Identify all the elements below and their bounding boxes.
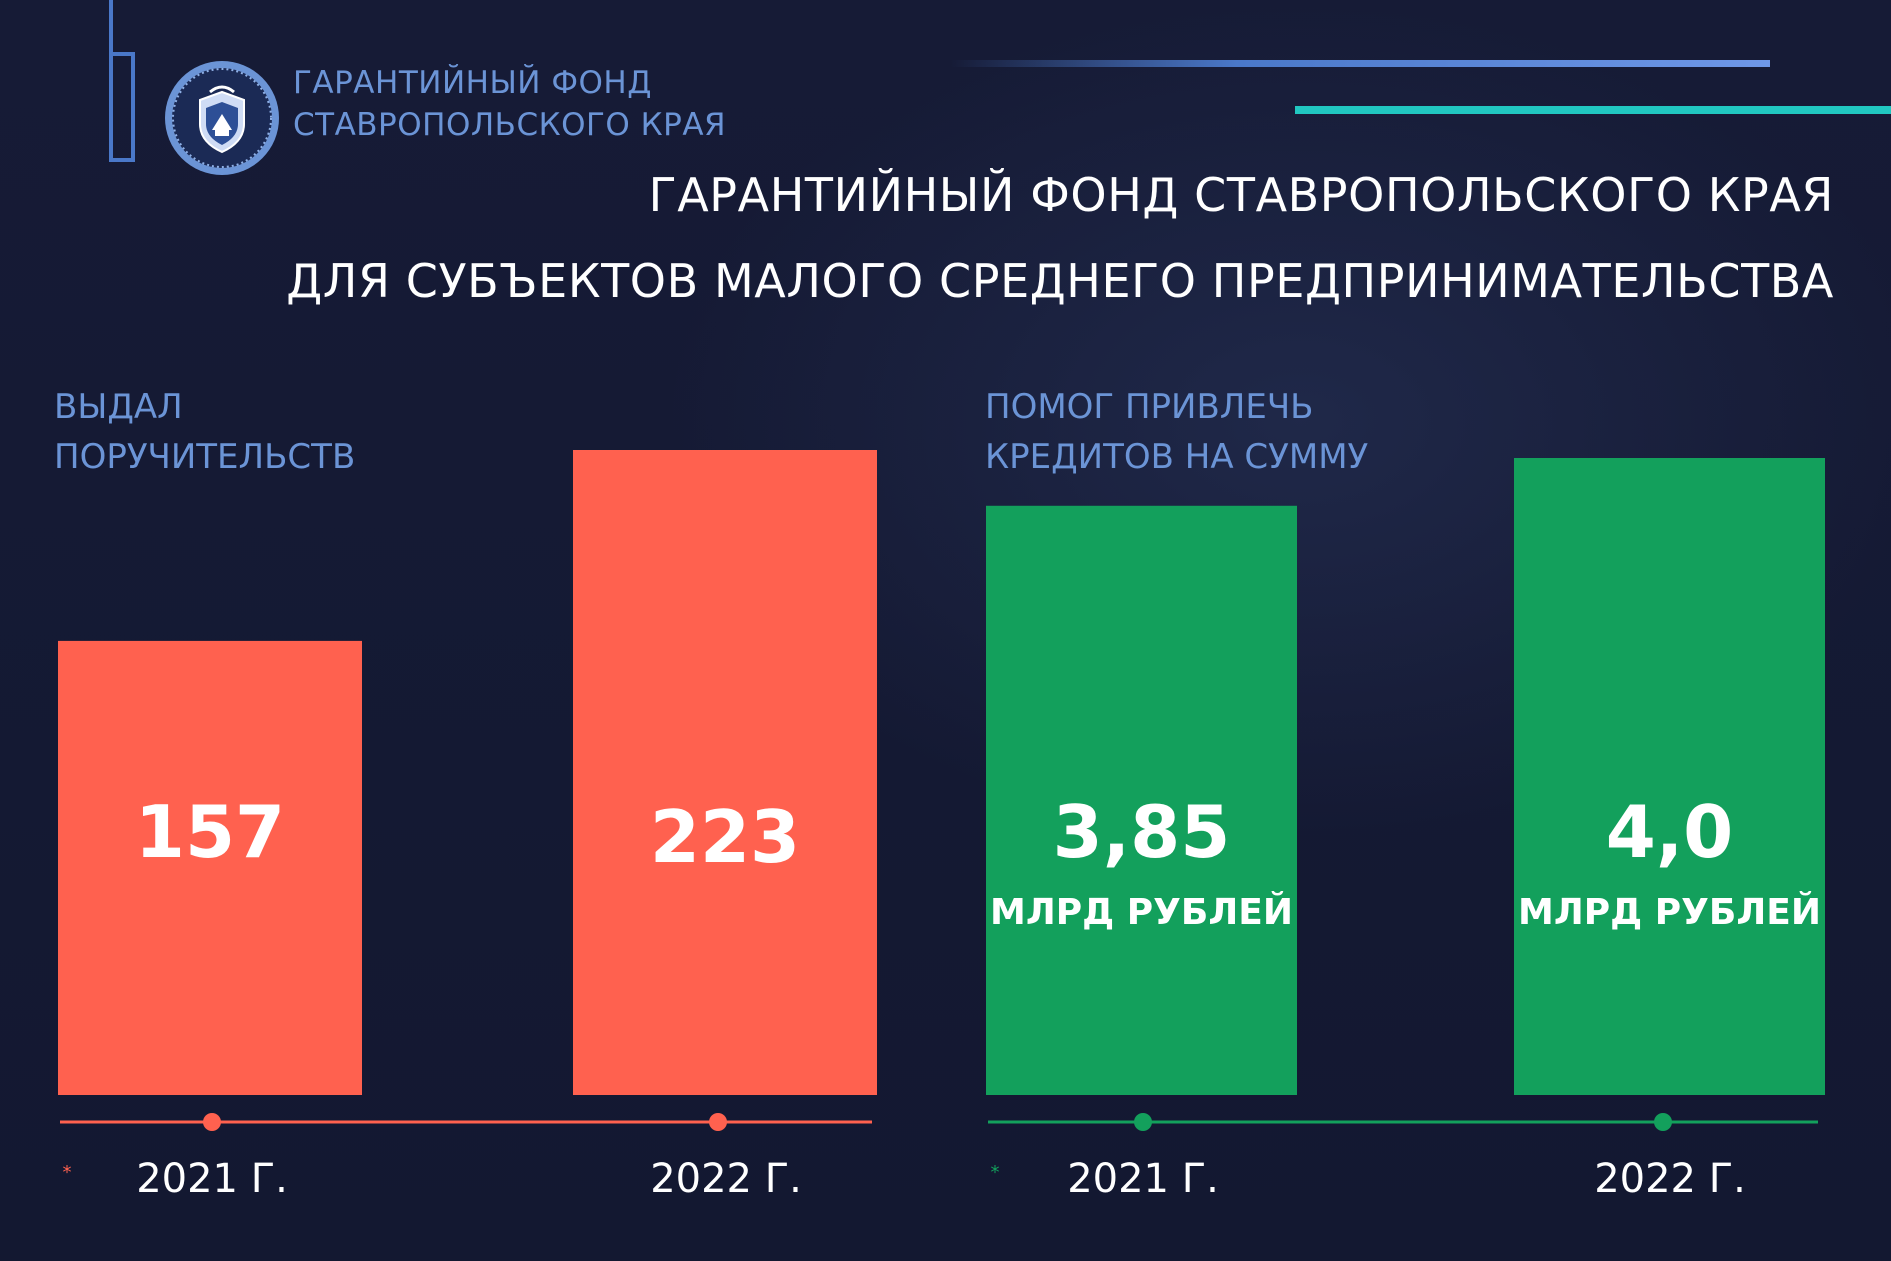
- chart2-unit-label-1: МЛРД РУБЛЕЙ: [990, 891, 1293, 933]
- chart1-bar-2: [573, 450, 877, 1095]
- decor-line-blue: [950, 60, 1770, 67]
- chart2-year-label-1: 2021 Г.: [1067, 1156, 1219, 1202]
- chart1-year-label-1: 2021 Г.: [136, 1156, 288, 1202]
- brand-line-1: ГАРАНТИЙНЫЙ ФОНД: [293, 65, 652, 101]
- decor-line-teal: [1295, 106, 1891, 114]
- decor-vline-top: [109, 0, 113, 52]
- chart2-marker-1: [1134, 1113, 1152, 1131]
- chart1-title-line-2: ПОРУЧИТЕЛЬСТВ: [54, 437, 356, 477]
- decor-vline-box: [109, 52, 135, 162]
- page-title-line-1: ГАРАНТИЙНЫЙ ФОНД СТАВРОПОЛЬСКОГО КРАЯ: [648, 168, 1834, 222]
- chart1-footnote-marker: *: [63, 1162, 72, 1183]
- chart2-footnote-marker: *: [991, 1162, 1000, 1183]
- coat-of-arms-icon: [165, 61, 279, 175]
- chart1-marker-2: [709, 1113, 727, 1131]
- brand-line-2: СТАВРОПОЛЬСКОГО КРАЯ: [293, 107, 727, 143]
- chart1-title: ВЫДАЛ ПОРУЧИТЕЛЬСТВ: [54, 382, 355, 482]
- chart2-title-line-2: КРЕДИТОВ НА СУММУ: [985, 437, 1369, 477]
- brand-name: ГАРАНТИЙНЫЙ ФОНД СТАВРОПОЛЬСКОГО КРАЯ: [293, 62, 726, 146]
- page-title-line-2: ДЛЯ СУБЪЕКТОВ МАЛОГО СРЕДНЕГО ПРЕДПРИНИМ…: [286, 254, 1834, 308]
- chart2-bar-1: [986, 505, 1297, 1095]
- chart1-bar-1: [58, 640, 362, 1095]
- chart2-year-label-2: 2022 Г.: [1594, 1156, 1746, 1202]
- chart2-marker-2: [1654, 1113, 1672, 1131]
- chart2-title-line-1: ПОМОГ ПРИВЛЕЧЬ: [985, 387, 1314, 427]
- chart1-value-label-1: 157: [135, 790, 285, 874]
- chart1-year-label-2: 2022 Г.: [650, 1156, 802, 1202]
- chart1-value-label-2: 223: [650, 795, 800, 879]
- chart2-value-label-1: 3,85: [1053, 790, 1231, 874]
- chart2-value-label-2: 4,0: [1606, 790, 1734, 874]
- chart2-title: ПОМОГ ПРИВЛЕЧЬ КРЕДИТОВ НА СУММУ: [985, 382, 1368, 482]
- chart1-marker-1: [203, 1113, 221, 1131]
- chart1-title-line-1: ВЫДАЛ: [54, 387, 183, 427]
- chart2-bar-2: [1514, 458, 1825, 1095]
- chart2-unit-label-2: МЛРД РУБЛЕЙ: [1518, 891, 1821, 933]
